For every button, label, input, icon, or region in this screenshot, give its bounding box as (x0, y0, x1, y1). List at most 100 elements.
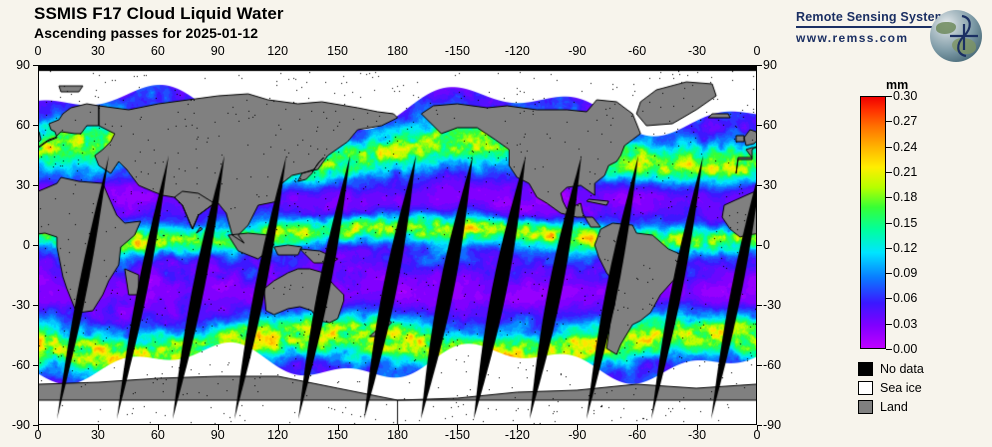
lat-tick-label-right: 0 (763, 238, 770, 252)
lat-tick-label-left: -90 (11, 418, 30, 432)
lon-tick-label-bottom: 60 (150, 428, 165, 442)
colorbar-tickmark (886, 197, 892, 199)
lon-tick-label-top: -90 (568, 44, 587, 58)
colorbar-unit-label: mm (886, 78, 909, 92)
lat-tick-label-left: -30 (11, 298, 30, 312)
colorbar-tickmark (886, 273, 892, 275)
page-subtitle: Ascending passes for 2025-01-12 (34, 25, 259, 41)
lon-tickmark (157, 425, 159, 430)
lon-tick-label-bottom: 0 (753, 428, 761, 442)
lon-tickmark (517, 425, 519, 430)
colorbar-tickmark (886, 349, 892, 350)
page-title: SSMIS F17 Cloud Liquid Water (34, 4, 284, 23)
lon-tickmark (637, 425, 639, 430)
lat-tick-label-left: 30 (16, 178, 30, 192)
colorbar-tickmark (886, 298, 892, 300)
lat-tick-label-right: -60 (763, 358, 782, 372)
lon-tickmark (577, 425, 579, 430)
lat-tick-label-right: 90 (763, 58, 777, 72)
cloud-liquid-water-heatmap[interactable] (39, 66, 756, 424)
lon-tick-label-bottom: 0 (34, 428, 42, 442)
legend-item-land: Land (858, 398, 924, 415)
lon-tickmark (38, 425, 39, 430)
lat-tickmark (757, 125, 762, 126)
lon-tick-label-top: 0 (34, 44, 42, 58)
lat-tickmark (757, 305, 762, 306)
lat-tickmark (33, 305, 38, 306)
lon-tick-label-bottom: 150 (327, 428, 349, 442)
lon-tick-label-top: -60 (628, 44, 647, 58)
lon-tickmark (757, 425, 758, 430)
lat-tickmark (33, 65, 38, 66)
legend-label: No data (880, 361, 924, 376)
lon-tick-label-top: 60 (150, 44, 165, 58)
lon-tickmark (277, 425, 279, 430)
colorbar-tick-label: 0.24 (893, 139, 918, 154)
lon-tick-label-top: 120 (267, 44, 289, 58)
map-plot-area[interactable] (38, 65, 757, 425)
colorbar-tickmark (886, 222, 892, 224)
lon-tick-label-bottom: 180 (387, 428, 408, 442)
colorbar-tickmark (886, 96, 892, 97)
lat-tickmark (33, 125, 38, 126)
colorbar-tick-label: 0.21 (893, 164, 918, 179)
lat-tickmark (757, 425, 762, 426)
lat-tickmark (757, 245, 762, 246)
sea-ice-swatch (858, 380, 873, 395)
lat-tickmark (757, 365, 762, 366)
lat-tick-label-left: -60 (11, 358, 30, 372)
lat-tick-label-right: -90 (763, 418, 782, 432)
lon-tick-label-bottom: -120 (504, 428, 530, 442)
lat-tick-label-left: 0 (23, 238, 30, 252)
lon-tick-label-bottom: -150 (444, 428, 470, 442)
colorbar-tick-label: 0.09 (893, 266, 918, 281)
colorbar-tickmark (886, 146, 892, 148)
lat-tickmark (757, 185, 762, 186)
colorbar-tickmark (886, 121, 892, 123)
legend-item-sea-ice: Sea ice (858, 379, 924, 396)
colorbar-tick-label: 0.03 (893, 316, 918, 331)
lon-tick-label-bottom: -30 (688, 428, 707, 442)
lon-tick-label-top: 90 (210, 44, 225, 58)
colorbar-gradient (860, 96, 886, 349)
lon-tick-label-top: -30 (688, 44, 707, 58)
lon-tickmark (97, 425, 99, 430)
lon-tick-label-top: 150 (327, 44, 349, 58)
logo-org-name: Remote Sensing Systems (796, 10, 954, 24)
title-block: SSMIS F17 Cloud Liquid Water Ascending p… (34, 4, 284, 42)
colorbar-tickmark (886, 323, 892, 325)
lon-tick-label-bottom: 120 (267, 428, 289, 442)
legend-label: Sea ice (880, 380, 922, 395)
colorbar-tick-label: 0.27 (893, 114, 918, 129)
colorbar-tick-label: 0.18 (893, 190, 918, 205)
legend-item-no-data: No data (858, 360, 924, 377)
land-swatch (858, 399, 873, 414)
lat-tick-label-right: 60 (763, 118, 777, 132)
lat-tickmark (757, 65, 762, 66)
lat-tick-label-left: 90 (16, 58, 30, 72)
lat-tickmark (33, 425, 38, 426)
globe-axis-icon (950, 14, 978, 58)
lon-tick-label-bottom: -90 (568, 428, 587, 442)
logo-divider (796, 26, 942, 28)
lon-tickmark (217, 425, 219, 430)
lon-tickmark (457, 425, 459, 430)
lon-tick-label-top: -150 (444, 44, 470, 58)
logo-url: www.remss.com (796, 31, 909, 45)
lon-tick-label-bottom: 30 (90, 428, 105, 442)
colorbar-tick-label: 0.06 (893, 291, 918, 306)
lon-tickmark (337, 425, 339, 430)
lon-tick-label-top: -120 (504, 44, 530, 58)
colorbar-tick-label: 0.15 (893, 215, 918, 230)
map-legend: No data Sea ice Land (858, 360, 924, 417)
lat-tick-label-right: -30 (763, 298, 782, 312)
colorbar-tick-label: 0.30 (893, 89, 918, 103)
colorbar-tickmark (886, 171, 892, 173)
colorbar-tickmark (886, 247, 892, 249)
lon-tick-label-top: 30 (90, 44, 105, 58)
lon-tick-label-bottom: 90 (210, 428, 225, 442)
legend-label: Land (880, 399, 908, 414)
lon-tick-label-top: 180 (387, 44, 408, 58)
lat-tick-label-left: 60 (16, 118, 30, 132)
rss-logo: Remote Sensing Systems www.remss.com (796, 10, 982, 62)
